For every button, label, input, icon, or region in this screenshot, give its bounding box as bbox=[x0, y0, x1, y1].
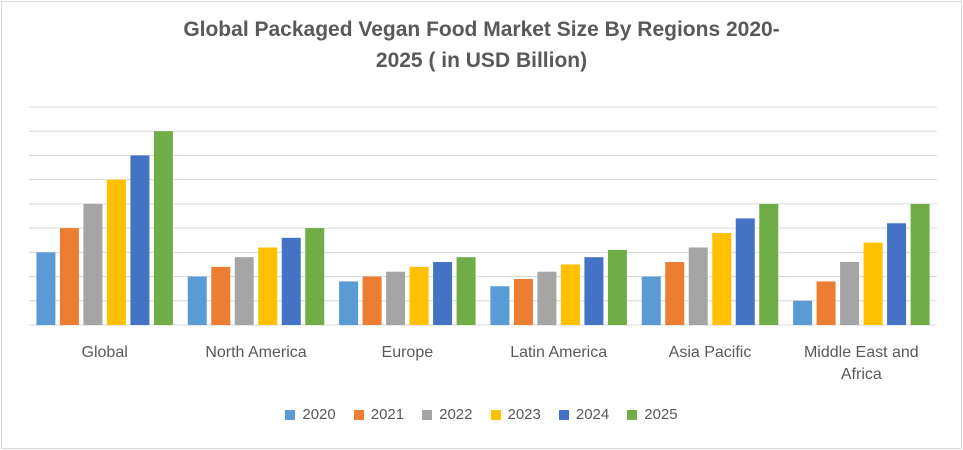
legend-label: 2020 bbox=[302, 406, 336, 423]
bar-2025-asia-pacific bbox=[759, 203, 779, 325]
bar-2022-middle-east-and-africa bbox=[840, 262, 860, 325]
x-tick-label: Middle East and bbox=[804, 344, 919, 361]
legend-label: 2024 bbox=[575, 406, 610, 423]
legend-item-2022: 2022 bbox=[422, 406, 473, 423]
bar-2022-global bbox=[83, 203, 103, 325]
bar-2025-north-america bbox=[305, 228, 325, 325]
x-tick-label: Europe bbox=[382, 344, 434, 361]
bar-2021-asia-pacific bbox=[665, 262, 685, 325]
bar-2021-global bbox=[59, 228, 79, 325]
x-tick-label: North America bbox=[205, 344, 306, 361]
bar-2021-middle-east-and-africa bbox=[816, 281, 836, 325]
bar-2022-north-america bbox=[234, 257, 254, 325]
x-tick-label: Asia Pacific bbox=[669, 344, 752, 361]
legend-swatch bbox=[558, 409, 569, 420]
bar-2024-global bbox=[130, 155, 150, 325]
bar-2023-europe bbox=[409, 266, 429, 325]
chart-title: Global Packaged Vegan Food Market Size B… bbox=[0, 14, 963, 76]
bar-2022-latin-america bbox=[537, 271, 557, 325]
bar-2021-latin-america bbox=[513, 278, 533, 325]
bar-2022-asia-pacific bbox=[688, 247, 708, 325]
legend-item-2021: 2021 bbox=[353, 406, 405, 423]
legend-label: 2025 bbox=[644, 406, 678, 423]
legend-item-2020: 2020 bbox=[285, 406, 336, 423]
bar-2025-global bbox=[153, 131, 173, 325]
bar-2021-north-america bbox=[211, 266, 231, 325]
bar-2025-latin-america bbox=[607, 249, 627, 325]
x-tick-label: Latin America bbox=[510, 344, 607, 361]
bar-2023-middle-east-and-africa bbox=[863, 242, 883, 325]
legend-swatch bbox=[627, 409, 638, 420]
bar-2020-latin-america bbox=[490, 286, 510, 325]
legend-swatch bbox=[490, 409, 501, 420]
bar-2022-europe bbox=[386, 271, 406, 325]
chart-title-line-1: Global Packaged Vegan Food Market Size B… bbox=[183, 18, 780, 41]
bar-2023-global bbox=[106, 179, 126, 325]
bar-2023-asia-pacific bbox=[712, 232, 732, 325]
legend-label: 2022 bbox=[439, 406, 473, 423]
bar-2023-latin-america bbox=[560, 264, 580, 325]
bar-2021-europe bbox=[362, 276, 382, 325]
chart-legend: 2020 2021 2022 2023 2024 2025 bbox=[0, 406, 963, 423]
bar-2024-latin-america bbox=[584, 257, 604, 325]
x-tick-label: Global bbox=[82, 344, 128, 361]
legend-swatch bbox=[422, 409, 433, 420]
legend-item-2023: 2023 bbox=[490, 406, 541, 423]
legend-label: 2021 bbox=[370, 406, 405, 423]
legend-item-2024: 2024 bbox=[558, 406, 610, 423]
legend-swatch bbox=[353, 409, 364, 420]
bar-2020-asia-pacific bbox=[641, 276, 661, 325]
x-tick-label: Africa bbox=[841, 366, 882, 383]
legend-item-2025: 2025 bbox=[627, 406, 678, 423]
bar-2025-middle-east-and-africa bbox=[910, 203, 930, 325]
legend-label: 2023 bbox=[507, 406, 541, 423]
chart-title-line-2: 2025 ( in USD Billion) bbox=[375, 49, 588, 72]
bar-2024-asia-pacific bbox=[735, 218, 755, 325]
bar-2024-middle-east-and-africa bbox=[887, 223, 907, 325]
bar-2020-north-america bbox=[187, 276, 207, 325]
bar-2020-europe bbox=[339, 281, 359, 325]
bar-2025-europe bbox=[456, 257, 476, 325]
bar-2024-europe bbox=[433, 262, 453, 325]
bar-2020-global bbox=[36, 252, 56, 325]
bar-2023-north-america bbox=[258, 247, 278, 325]
legend-swatch bbox=[285, 409, 296, 420]
bar-2020-middle-east-and-africa bbox=[793, 300, 813, 325]
bar-2024-north-america bbox=[281, 237, 301, 325]
